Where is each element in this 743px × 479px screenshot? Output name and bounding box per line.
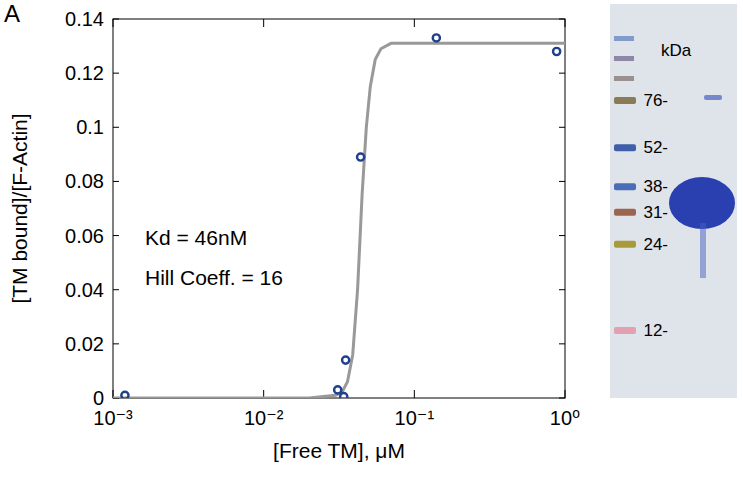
data-point (334, 386, 341, 393)
gel-background (610, 4, 737, 398)
data-point (340, 393, 347, 398)
y-tick (113, 235, 119, 236)
ladder-band (614, 36, 634, 41)
y-tick (559, 127, 565, 128)
y-tick (559, 398, 565, 399)
y-tick-label: 0.12 (65, 62, 104, 84)
x-tick-label: 10⁻² (244, 407, 284, 429)
ladder-band (614, 327, 636, 334)
y-tick (559, 19, 565, 20)
ladder-band (614, 56, 634, 61)
x-tick (414, 19, 415, 27)
ladder-band (614, 76, 634, 81)
y-tick (113, 343, 119, 344)
marker-label: 31- (643, 203, 668, 222)
fit-curve (113, 43, 565, 398)
marker-label: 24- (643, 235, 668, 254)
ladder-band (614, 241, 636, 248)
x-tick (113, 19, 114, 27)
y-tick (559, 73, 565, 74)
y-tick (559, 181, 565, 182)
y-tick (113, 181, 119, 182)
y-tick-label: 0.08 (65, 170, 104, 192)
plot-marks (113, 34, 565, 398)
x-tick (414, 390, 415, 398)
marker-label: 38- (643, 177, 668, 196)
y-tick (113, 19, 119, 20)
data-point (342, 357, 349, 364)
y-tick (559, 289, 565, 290)
gel-unit-label: kDa (661, 41, 692, 60)
y-tick (559, 235, 565, 236)
ladder-band (614, 144, 636, 151)
x-tick (565, 390, 566, 398)
y-tick-label: 0.02 (65, 333, 104, 355)
annotation: Kd = 46nM (145, 226, 247, 249)
x-tick (565, 19, 566, 27)
sample-band (704, 95, 722, 100)
sample-smear (700, 223, 706, 278)
y-axis-title: [TM bound]/[F-Actin] (8, 113, 31, 303)
sample-band (669, 177, 735, 229)
data-point (433, 34, 440, 41)
marker-label: 76- (643, 91, 668, 110)
y-tick (113, 73, 119, 74)
plot-frame (113, 19, 565, 398)
ladder-band (614, 97, 636, 104)
data-point (121, 392, 128, 398)
ladder-band (614, 209, 636, 216)
x-tick-label: 10⁻¹ (395, 407, 435, 429)
x-tick (263, 19, 264, 27)
y-tick-label: 0 (93, 387, 104, 409)
y-tick-label: 0.1 (76, 116, 104, 138)
y-tick-label: 0.04 (65, 279, 104, 301)
marker-label: 52- (643, 138, 668, 157)
y-tick (113, 289, 119, 290)
y-tick-label: 0.06 (65, 225, 104, 247)
data-point (357, 153, 364, 160)
figure: 0 0.02 0.04 0.06 0.08 0.1 0.12 0.14 10⁻³ 10⁻² 10⁻¹… (0, 0, 743, 479)
y-tick (559, 343, 565, 344)
ladder-band (614, 183, 636, 190)
data-point (553, 48, 560, 55)
y-tick (113, 127, 119, 128)
x-tick-label: 10⁻³ (93, 407, 133, 429)
marker-label: 12- (643, 321, 668, 340)
x-tick-label: 10⁰ (550, 407, 580, 429)
x-axis-title: [Free TM], μM (273, 439, 405, 462)
y-tick-label: 0.14 (65, 8, 104, 30)
annotation: Hill Coeff. = 16 (145, 266, 283, 289)
panel-label: A (4, 0, 20, 27)
